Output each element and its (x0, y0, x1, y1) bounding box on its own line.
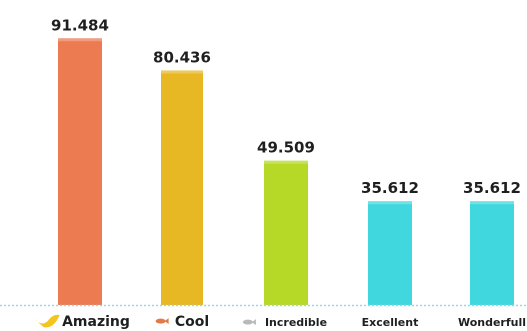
value-label-amazing: 91.484 (51, 16, 109, 34)
category-label-wonderfull: Wonderfull (458, 316, 526, 329)
bird-icon (33, 314, 60, 328)
bar-cap-wonderfull (470, 201, 514, 205)
bar-excellent (368, 201, 412, 305)
value-label-cool: 80.436 (153, 48, 211, 66)
category-amazing: Amazing (33, 314, 130, 330)
bar-cool (161, 70, 203, 305)
category-incredible: Incredible (242, 316, 327, 329)
category-label-amazing: Amazing (62, 314, 130, 330)
category-cool: Cool (155, 314, 209, 330)
bar-wonderfull (470, 201, 514, 305)
bar-cap-incredible (264, 160, 308, 164)
fish-icon (242, 319, 256, 326)
category-label-cool: Cool (175, 314, 209, 330)
bar-amazing (58, 38, 102, 305)
bar-cap-cool (161, 70, 203, 74)
value-label-excellent: 35.612 (361, 179, 419, 197)
bar-incredible (264, 160, 308, 305)
category-excellent: Excellent (362, 316, 419, 329)
category-label-excellent: Excellent (362, 316, 419, 329)
category-labels-group: Amazing Cool Incredible Excellent Wonderfull (33, 314, 526, 330)
bars-group (58, 38, 514, 305)
bar-cap-excellent (368, 201, 412, 205)
value-label-wonderfull: 35.612 (463, 179, 521, 197)
bar-cap-amazing (58, 38, 102, 42)
value-label-incredible: 49.509 (257, 139, 315, 157)
category-label-incredible: Incredible (265, 316, 327, 329)
fish-icon (155, 318, 169, 325)
value-labels-group: 91.484 80.436 49.509 35.612 35.612 (51, 16, 521, 197)
category-wonderfull: Wonderfull (458, 316, 526, 329)
